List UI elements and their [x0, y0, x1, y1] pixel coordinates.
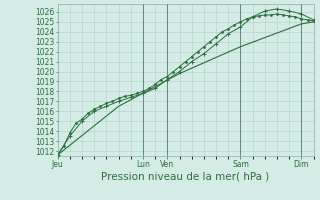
- X-axis label: Pression niveau de la mer( hPa ): Pression niveau de la mer( hPa ): [101, 172, 270, 182]
